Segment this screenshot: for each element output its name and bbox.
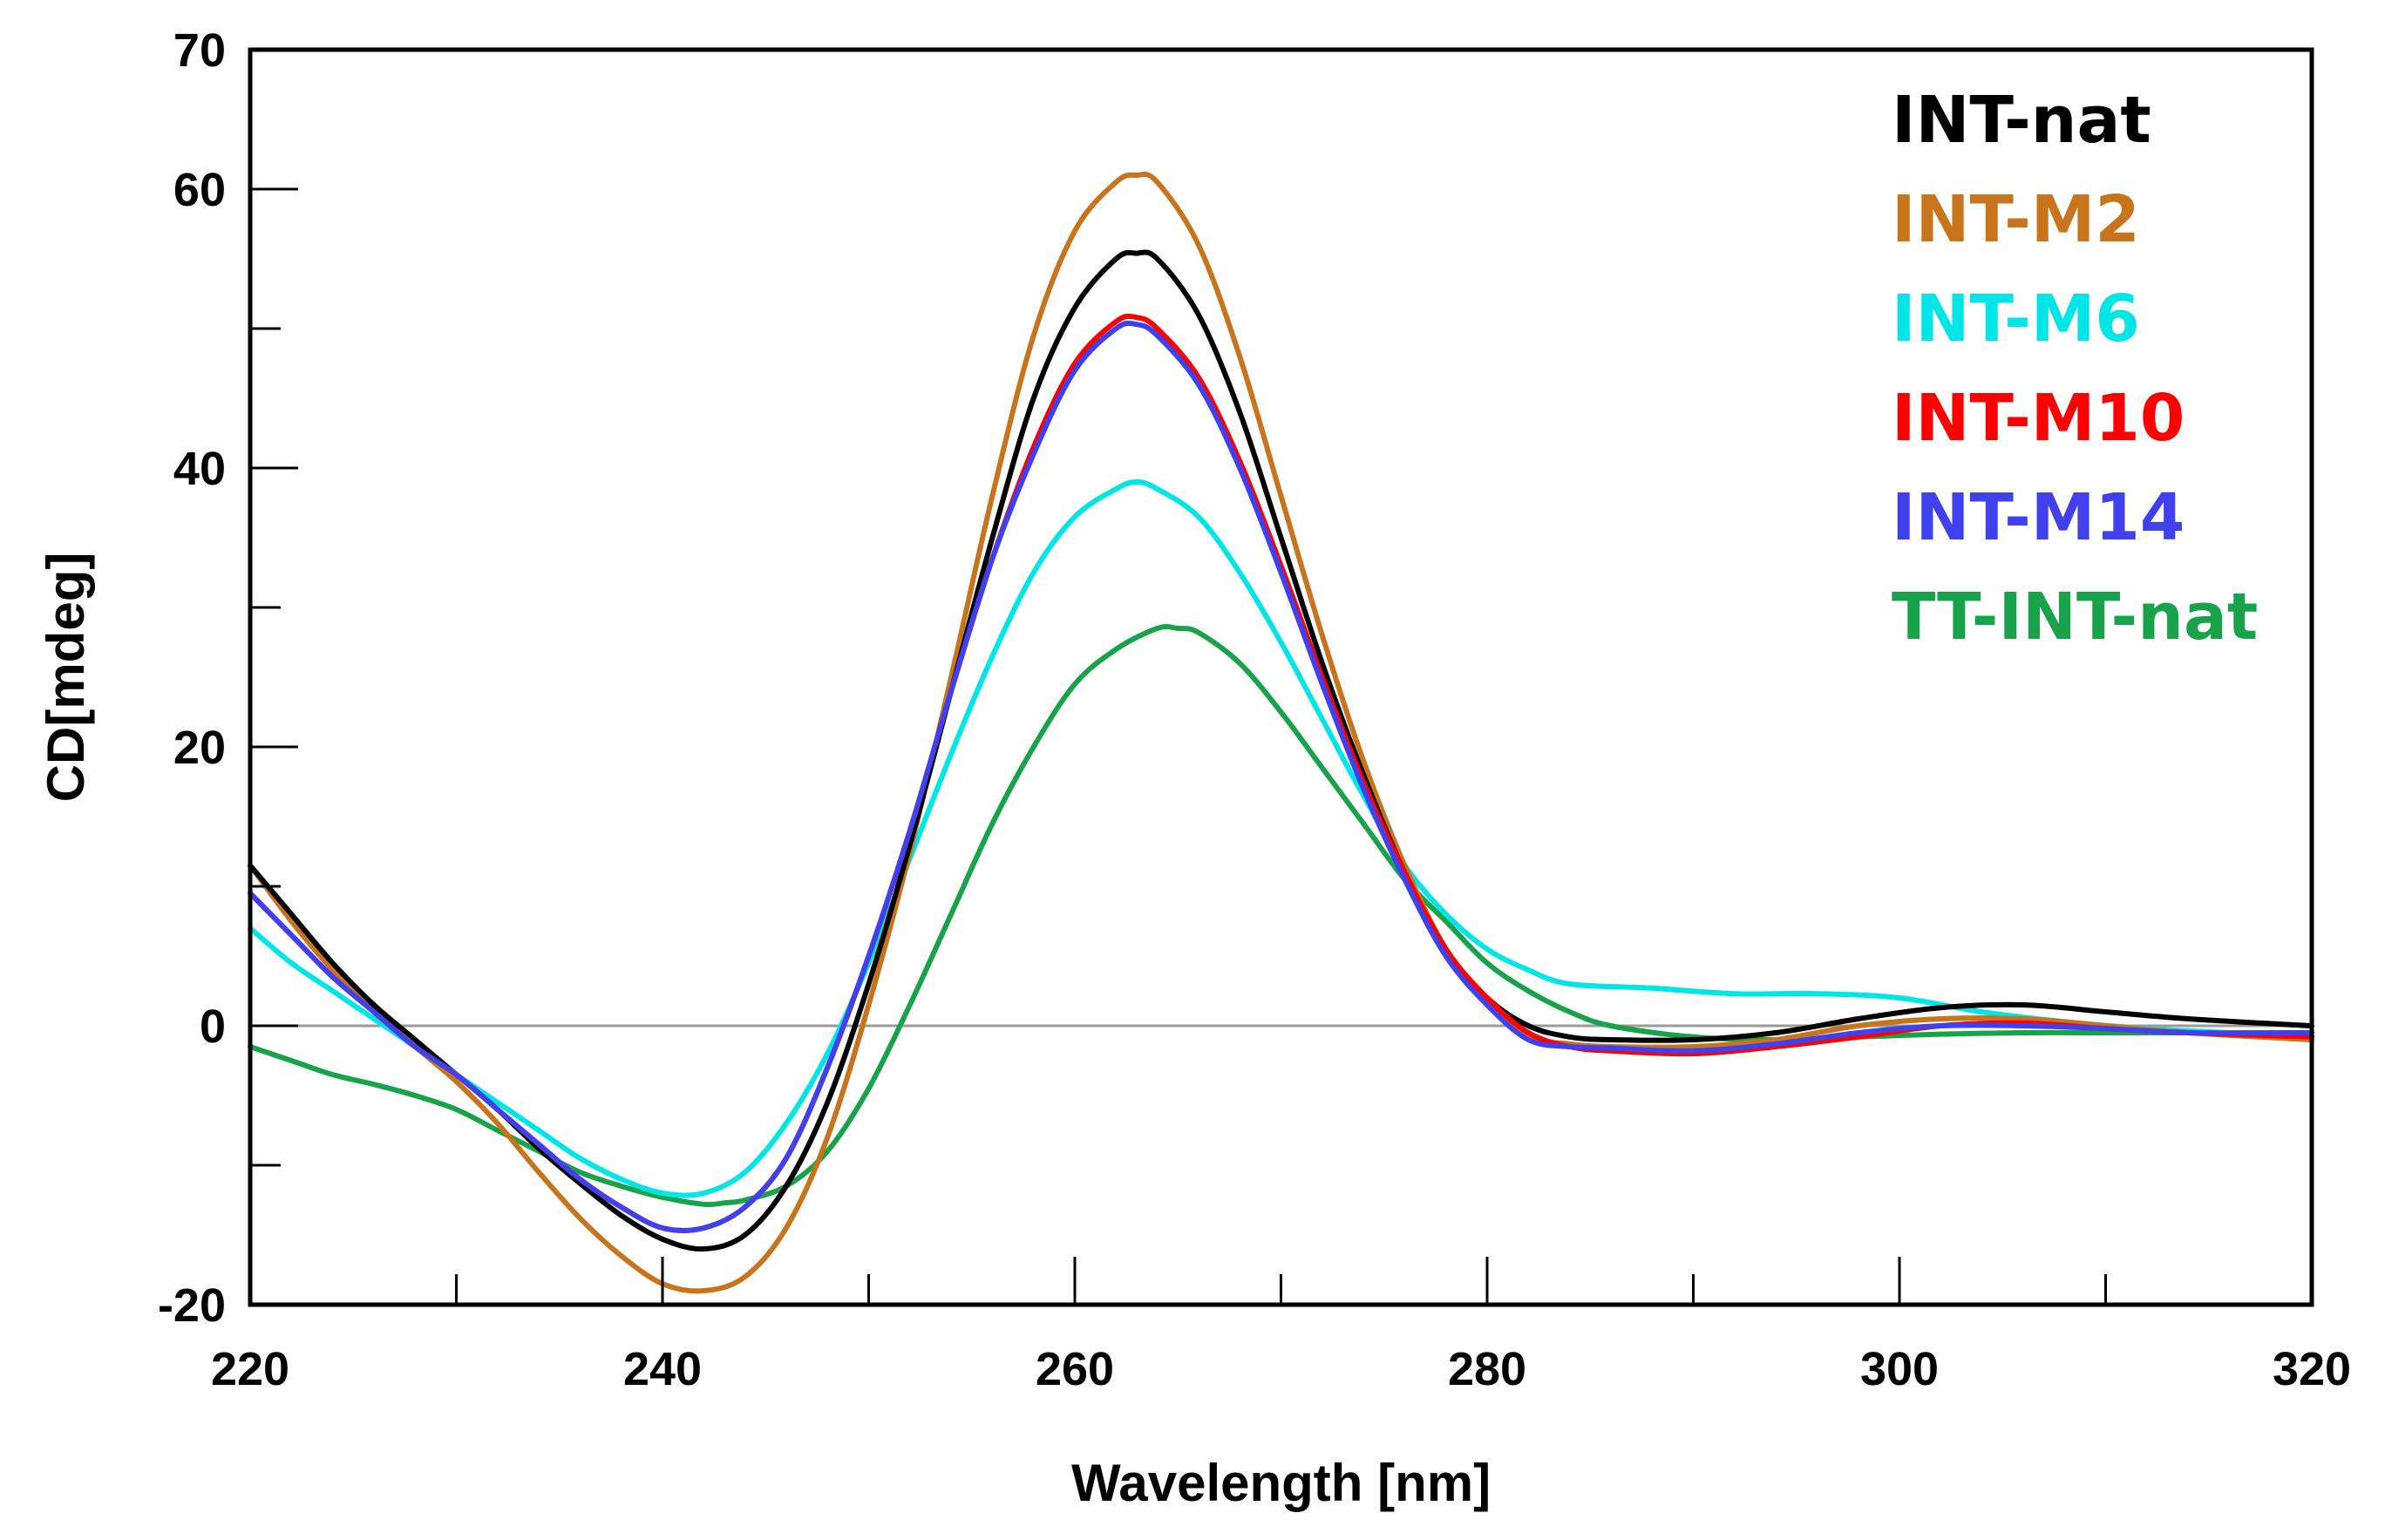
x-tick-label: 280 xyxy=(1448,1343,1526,1395)
series-group xyxy=(248,172,2314,1294)
series-line-int-m14 xyxy=(248,320,2314,1233)
y-tick-label: 40 xyxy=(173,443,226,495)
ticks-group xyxy=(248,48,2314,1306)
legend-entry-tt-int-nat: TT-INT-nat xyxy=(1892,580,2258,655)
y-tick-label: 60 xyxy=(173,164,226,216)
legend-entry-int-m2: INT-M2 xyxy=(1892,182,2140,257)
x-axis-title: Wavelength [nm] xyxy=(1071,1454,1491,1512)
x-tick-label: 240 xyxy=(623,1343,702,1395)
series-line-int-nat xyxy=(248,249,2314,1252)
series-line-int-m2 xyxy=(248,172,2314,1294)
legend-entry-int-m10: INT-M10 xyxy=(1892,381,2185,456)
series-line-int-m6 xyxy=(248,479,2314,1198)
x-tick-label: 220 xyxy=(211,1343,289,1395)
y-tick-label: 20 xyxy=(173,722,226,774)
x-tick-labels: 220 240 260 280 300 320 xyxy=(211,1343,2351,1395)
legend-entry-int-m14: INT-M14 xyxy=(1892,480,2185,555)
y-tick-label: 70 xyxy=(173,24,226,77)
y-tick-label: 0 xyxy=(200,1001,226,1053)
y-tick-labels: -20 0 20 40 60 70 xyxy=(158,24,226,1332)
legend: INT-nat INT-M2 INT-M6 INT-M10 INT-M14 TT-INT-… xyxy=(1892,83,2258,655)
legend-entry-int-m6: INT-M6 xyxy=(1892,282,2140,356)
x-tick-label: 320 xyxy=(2273,1343,2351,1395)
y-axis-title: CD[mdeg] xyxy=(37,553,95,803)
x-tick-label: 300 xyxy=(1860,1343,1939,1395)
x-tick-label: 260 xyxy=(1036,1343,1114,1395)
y-tick-label: -20 xyxy=(158,1279,226,1332)
legend-entry-int-nat: INT-nat xyxy=(1892,83,2151,158)
